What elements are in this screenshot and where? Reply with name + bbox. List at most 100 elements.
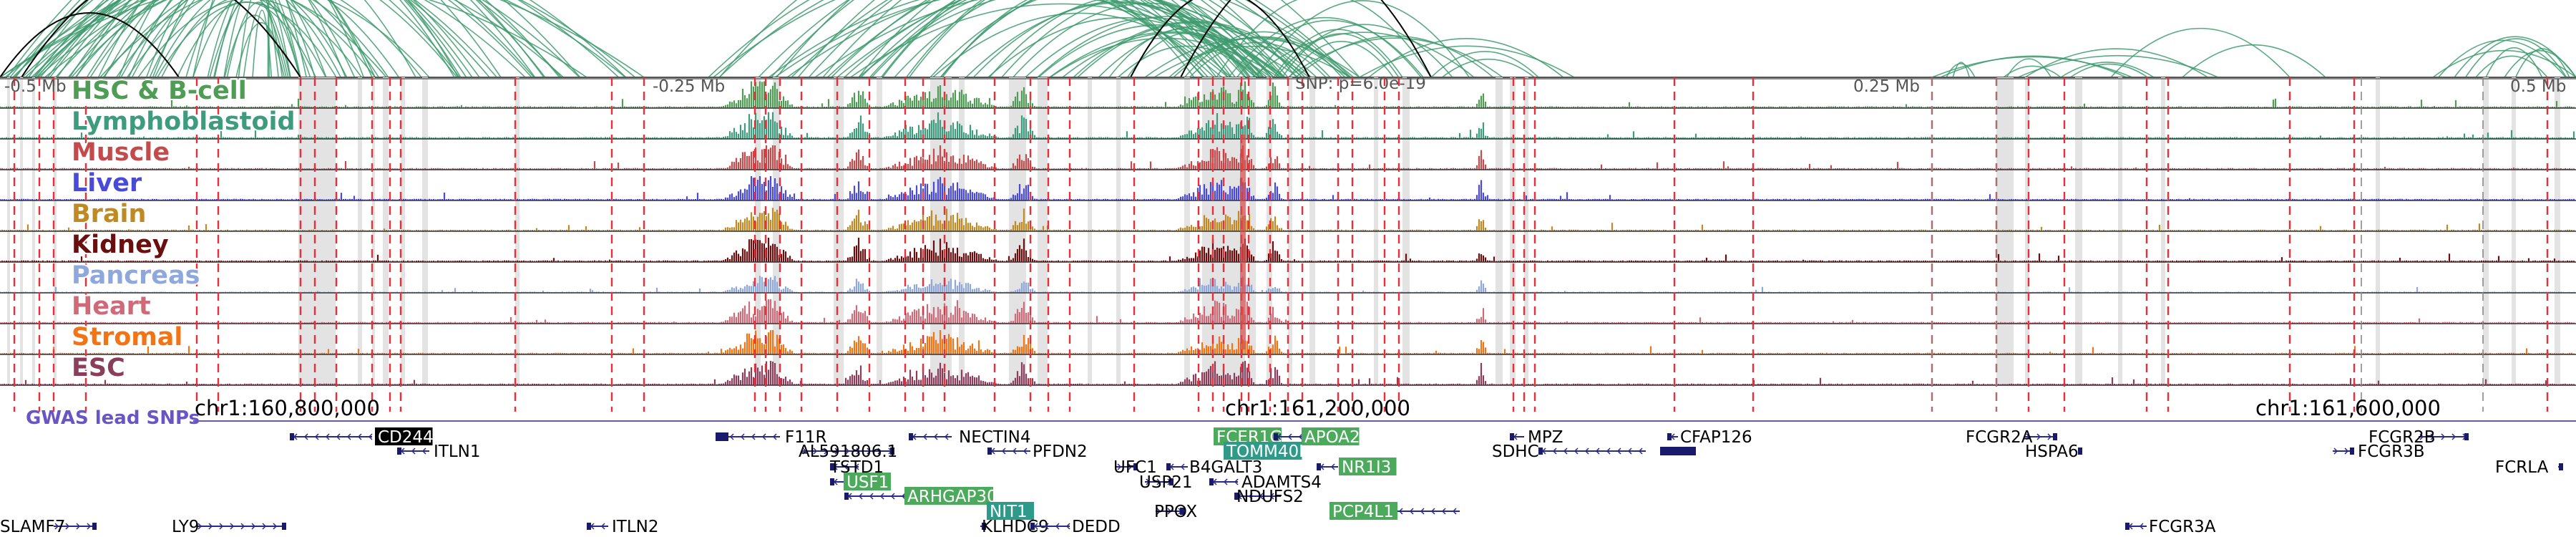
loop-arc (214, 0, 301, 78)
gene-label: USF1 (847, 473, 889, 492)
loop-arc (869, 0, 1209, 78)
loop-arc (797, 0, 1297, 78)
gene-arhgap30: ARHGAP30 (844, 487, 997, 506)
chromatin-loop-arcs (0, 0, 2576, 78)
loop-arc (235, 21, 287, 78)
loop-arc (243, 3, 283, 78)
loop-arc (226, 1, 291, 78)
loop-arc (909, 0, 1232, 78)
loop-arc (930, 0, 1260, 78)
loop-arc (1126, 32, 1252, 78)
loop-arc (192, 0, 311, 78)
ruler-label-right: 0.5 Mb (2510, 77, 2566, 96)
loop-arc (1037, 16, 1303, 78)
loop-arc (2514, 48, 2570, 78)
track-label: Stromal (72, 323, 182, 352)
loop-arc (987, 16, 1257, 78)
loop-arc (14, 0, 535, 78)
loop-arc (1013, 2, 1283, 78)
gene-tomm40l: TOMM40L (1224, 442, 1308, 461)
gene-label: FCGR3B (2358, 442, 2425, 461)
loop-arc (989, 0, 1264, 78)
loop-arc (1931, 56, 2133, 78)
gene-label: NECTIN4 (959, 428, 1030, 447)
distance-ruler: -0.5 Mb -0.25 Mb SNP: p=6.0e-19 0.25 Mb … (4, 74, 2566, 96)
loop-arc (97, 0, 376, 78)
loop-arc (1025, 17, 1282, 78)
loop-arc (719, 0, 1204, 78)
loop-arc (1273, 29, 1403, 78)
track-label: Pancreas (72, 261, 200, 290)
gene-label: HSPA6 (2025, 442, 2079, 461)
gene-nectin4: NECTIN4 (909, 428, 1030, 447)
gene-label: ARHGAP30 (907, 488, 997, 506)
gene-label: PFDN2 (1033, 442, 1088, 461)
loop-arc (1189, 42, 1327, 78)
loop-arc (2475, 55, 2548, 78)
gene-label: FCGR3A (2149, 518, 2216, 536)
track-label: ESC (72, 354, 125, 382)
gene-label: NDUFS2 (1236, 488, 1304, 506)
loop-arc (145, 0, 327, 78)
gene-label: PCP4L1 (1332, 503, 1394, 521)
loop-arc (118, 0, 346, 78)
gene-fcgr2a: FCGR2A (1966, 428, 2057, 447)
loop-arc (1441, 59, 1535, 78)
gene-label: CFAP126 (1680, 428, 1752, 447)
loop-arc (47, 0, 480, 78)
gene-fcgr3b: FCGR3B (2333, 442, 2425, 461)
track-label: Heart (72, 292, 151, 321)
gene-ufc1: UFC1 (1113, 458, 1157, 477)
gene-nit1: NIT1 (987, 502, 1034, 521)
loop-arc (161, 0, 327, 78)
loop-arc (905, 0, 1236, 78)
gene-pfdn2: PFDN2 (987, 442, 1088, 461)
gene-fcgr3a: FCGR3A (2125, 518, 2216, 536)
loop-arc (224, 14, 286, 78)
loop-arc-highlight (0, 12, 180, 78)
gene-dedd: DEDD (1030, 518, 1121, 536)
loop-arc (708, 0, 1231, 78)
coord-label-3: chr1:161,600,000 (2255, 396, 2441, 420)
genomic-coordinates: chr1:160,800,000 chr1:161,200,000 chr1:1… (195, 396, 2441, 420)
loop-arc (713, 0, 1223, 78)
gene-pcp4l1: PCP4L1 (1330, 502, 1460, 521)
gene-label: NR1I3 (1342, 458, 1391, 477)
gene-adamts4: ADAMTS4 (1209, 473, 1322, 492)
gene-cd244: CD244 (290, 427, 434, 447)
loop-arc (808, 0, 1285, 78)
loop-arc (55, 0, 532, 78)
gene-label: USP21 (1139, 473, 1193, 492)
gene-b4galt3: B4GALT3 (1166, 458, 1262, 477)
gene-label: AL591806.1 (799, 442, 897, 461)
loop-arc (115, 0, 400, 78)
gene-al591806-1: AL591806.1 (799, 442, 897, 461)
gene-hspa6: HSPA6 (2025, 442, 2082, 461)
loop-arc (1049, 31, 1299, 78)
ruler-label-left: -0.5 Mb (4, 77, 67, 96)
loop-arc (1077, 21, 1312, 78)
loop-arc (831, 0, 1352, 78)
coord-label-2: chr1:161,200,000 (1225, 396, 1410, 420)
loop-arc (2006, 58, 2052, 78)
track-label: HSC & B-cell (72, 77, 247, 105)
loop-arc (149, 0, 356, 78)
track-label: Brain (72, 200, 146, 228)
loop-arc (2024, 48, 2208, 78)
loop-arc (152, 0, 365, 78)
ruler-label-mid-left: -0.25 Mb (653, 77, 725, 96)
gene-label: ITLN1 (434, 442, 481, 461)
loop-arc (74, 0, 376, 78)
loop-arc (1295, 35, 1494, 78)
loop-arc (207, 0, 301, 78)
loop-arc (2465, 38, 2567, 78)
gwas-snp-lines (13, 77, 2549, 412)
loop-arc (1946, 63, 1976, 78)
gene-label: SDHC (1492, 442, 1539, 461)
gene-label: B4GALT3 (1189, 458, 1262, 477)
gene-label: ITLN2 (612, 518, 659, 536)
gene-usp21: USP21 (1139, 473, 1193, 492)
loop-arc (36, 0, 498, 78)
loop-arc (2438, 39, 2567, 78)
ruler-label-mid-right: 0.25 Mb (1853, 77, 1920, 96)
